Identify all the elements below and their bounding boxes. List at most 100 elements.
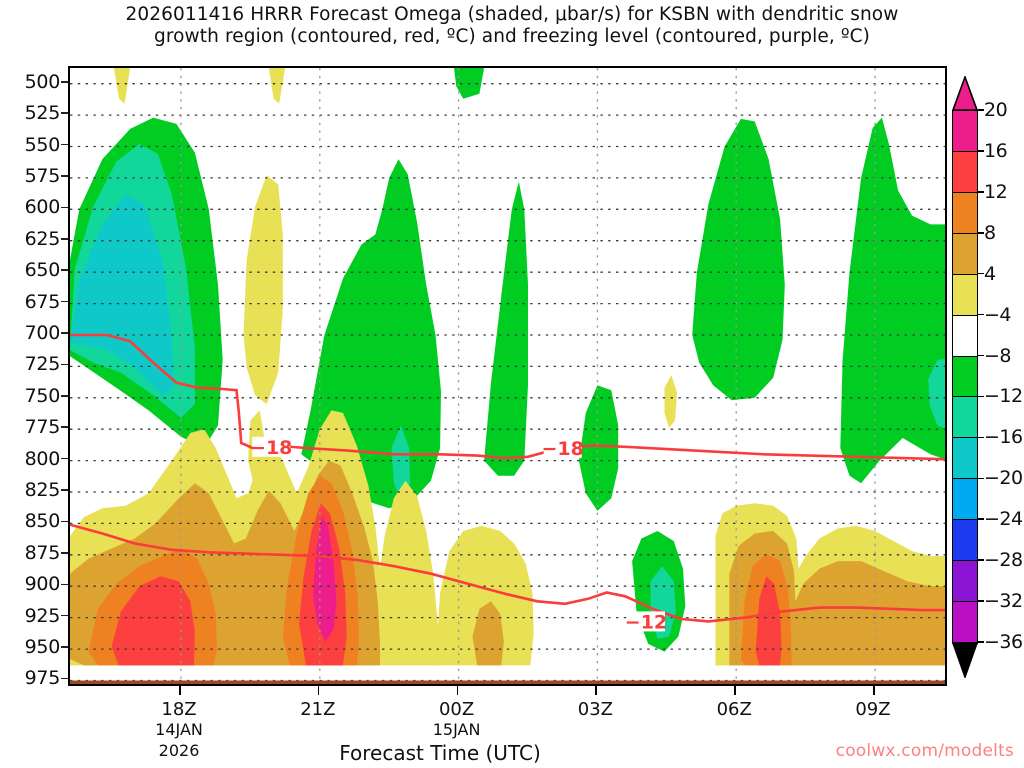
omega-shading-layer (70, 68, 945, 666)
y-tick-label: 875 (24, 541, 61, 564)
colorbar-tick-mark (978, 600, 984, 602)
colorbar-tick-label: 12 (984, 180, 1008, 203)
x-tick-mark (179, 686, 181, 695)
colorbar-under-arrow (952, 642, 978, 678)
y-tick-mark (61, 520, 68, 523)
x-axis-title: Forecast Time (UTC) (339, 741, 541, 765)
colorbar-tick-mark (978, 150, 984, 152)
y-tick-label: 900 (24, 573, 61, 596)
x-tick-label: 00Z (438, 699, 475, 720)
y-tick-label: 775 (24, 416, 61, 439)
y-tick-label: 550 (24, 133, 61, 156)
colorbar-tick-label: −28 (984, 549, 1023, 572)
colorbar-band (952, 191, 978, 235)
shade-magenta-core-21z (312, 515, 337, 642)
colorbar-tick-mark (978, 191, 984, 193)
y-tick-label: 675 (24, 290, 61, 313)
colorbar-tick-mark (978, 518, 984, 521)
colorbar-band (952, 273, 978, 317)
colorbar-tick-mark (978, 354, 984, 357)
colorbar-tick-label: −4 (984, 303, 1012, 326)
y-tick-mark (61, 646, 68, 648)
y-tick-label: 500 (24, 70, 61, 93)
colorbar-tick-mark (978, 477, 984, 480)
x-tick-label: 09Z (855, 699, 891, 720)
y-tick-mark (61, 614, 68, 617)
colorbar-band (952, 560, 978, 603)
x-tick-mark (456, 686, 459, 695)
y-tick-label: 925 (24, 604, 61, 627)
contour-dgz-lower (70, 523, 945, 623)
gridlines-layer (70, 68, 945, 684)
title-line-2: growth region (contoured, red, ºC) and f… (154, 26, 870, 47)
y-tick-mark (61, 175, 68, 177)
plot-area: −18 −18 −12 (68, 66, 947, 686)
colorbar-tick-label: −32 (984, 590, 1023, 613)
watermark: coolwx.com/modelts (835, 741, 1014, 761)
y-tick-mark (61, 269, 68, 271)
colorbar-tick-label: −16 (984, 426, 1023, 449)
shade-yellow-speck-04z (664, 375, 677, 428)
terrain-layer (70, 680, 945, 684)
x-tick-label: 21Z (300, 699, 336, 720)
shade-teal-right-edge (928, 358, 945, 429)
colorbar-tick-label: −12 (984, 385, 1023, 408)
page-title: 2026011416 HRRR Forecast Omega (shaded, … (0, 4, 1024, 48)
y-tick-mark (61, 677, 68, 680)
colorbar: 20 16 12 8 4 −4 −8 −12 −16 −20 −24 −28 −32 −36 (952, 76, 1023, 678)
x-tick-label: 06Z (716, 699, 752, 720)
colorbar-band (952, 437, 978, 480)
colorbar-tick-label: 20 (984, 99, 1008, 121)
terrain-band (70, 680, 945, 684)
y-tick-label: 600 (24, 196, 61, 219)
y-tick-label: 575 (24, 164, 61, 187)
y-tick-mark (61, 81, 68, 83)
y-tick-mark (61, 552, 68, 554)
contour-label-18-left: −18 (250, 437, 292, 459)
title-line-1: 2026011416 HRRR Forecast Omega (shaded, … (125, 4, 899, 25)
colorbar-band (952, 478, 978, 521)
y-tick-label: 975 (24, 667, 61, 690)
colorbar-tick-label: −8 (984, 344, 1012, 367)
y-tick-mark (61, 300, 68, 303)
y-tick-mark (61, 112, 68, 114)
x-tick-mark (595, 686, 597, 695)
colorbar-tick-label: 16 (984, 139, 1008, 162)
shade-green-patch-03z (578, 385, 619, 511)
colorbar-band (952, 355, 978, 399)
y-tick-mark (61, 143, 68, 146)
y-tick-label: 625 (24, 227, 61, 250)
colorbar-over-arrow (952, 76, 978, 111)
shade-red-core-18z (111, 576, 195, 666)
shade-green-upper-right-06z (692, 118, 785, 401)
colorbar-tick-mark (978, 109, 984, 111)
colorbar-tick-mark (978, 641, 984, 643)
contour-layer: −18 −18 −12 (70, 333, 945, 633)
y-tick-label: 800 (24, 447, 61, 470)
y-tick-label: 825 (24, 479, 61, 501)
shade-yellow-lowlevel-00z (435, 525, 534, 666)
y-tick-mark (61, 238, 68, 240)
shade-cyan-left-plume (70, 194, 175, 396)
y-tick-mark (61, 395, 68, 397)
contour-label-18-right: −18 (542, 438, 584, 460)
x-tick-year: 2026 (158, 741, 200, 760)
x-tick-label: 03Z (577, 699, 614, 720)
colorbar-band (952, 519, 978, 562)
shade-ochre-lowlevel-00z (472, 601, 504, 666)
colorbar-tick-label: −36 (984, 631, 1023, 653)
x-tick-mark (734, 686, 736, 695)
y-tick-label: 700 (24, 321, 61, 344)
colorbar-tick-label: 4 (984, 262, 996, 285)
colorbar-tick-mark (978, 272, 984, 275)
shade-red-core-07z (755, 576, 782, 666)
y-tick-mark (61, 332, 68, 334)
x-tick-mark (317, 686, 320, 695)
colorbar-band (952, 314, 978, 358)
colorbar-band (952, 396, 978, 439)
y-tick-mark (61, 206, 68, 209)
colorbar-band (952, 150, 978, 194)
colorbar-tick-mark (978, 436, 984, 439)
colorbar-tick-label: 8 (984, 221, 996, 244)
